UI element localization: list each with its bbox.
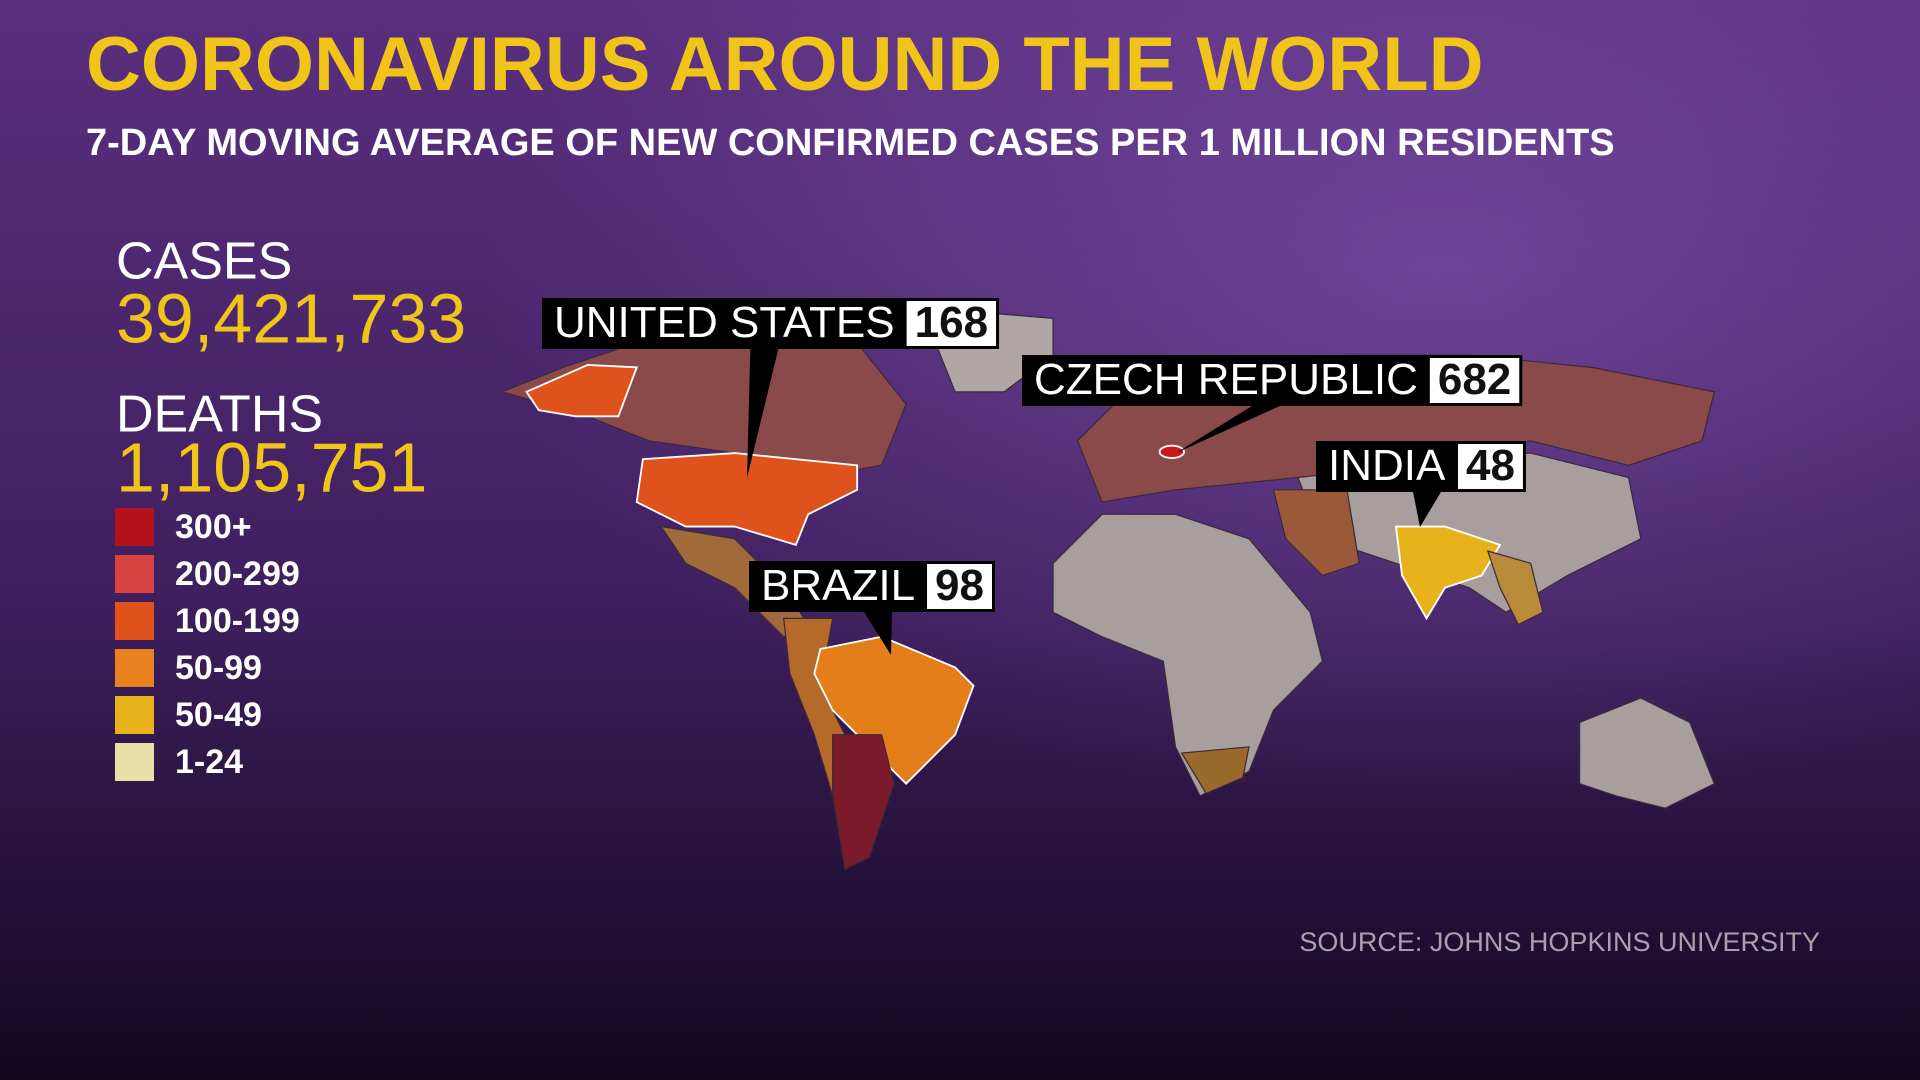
united-states — [635, 452, 859, 547]
czech-republic — [1158, 444, 1186, 459]
legend-swatch — [115, 743, 154, 781]
callout-value-box — [906, 301, 997, 346]
callout: CZECH REPUBLIC 682 — [1022, 355, 1523, 453]
argentina — [832, 734, 895, 871]
callout-pointer — [1413, 492, 1441, 527]
callout-value-box — [927, 564, 992, 609]
cases-value: 39,421,733 — [116, 279, 466, 357]
callout-pointer — [864, 612, 893, 655]
legend-swatch — [115, 555, 154, 593]
legend-label: 100-199 — [175, 602, 300, 640]
subtitle: 7-DAY MOVING AVERAGE OF NEW CONFIRMED CA… — [86, 122, 1615, 164]
callout: INDIA 48 — [1316, 441, 1526, 527]
legend: 300+ 200-299 100-199 50-99 50-49 1-24 — [115, 508, 300, 781]
callout-pointer — [1176, 406, 1280, 453]
india — [1394, 525, 1502, 621]
callout-value-box — [1429, 358, 1520, 403]
legend-swatch — [115, 696, 154, 734]
southeast-asia — [1486, 550, 1544, 626]
callouts: UNITED STATES 168 CZECH REPUBLIC 682 INDIA 48… — [542, 298, 1526, 655]
deaths-value: 1,105,751 — [116, 428, 427, 506]
legend-label: 50-49 — [175, 696, 262, 734]
alaska — [525, 363, 639, 418]
callout-value: 682 — [1438, 355, 1511, 404]
australia — [1578, 697, 1716, 809]
legend-label: 1-24 — [175, 743, 243, 781]
callout: BRAZIL 98 — [749, 561, 995, 655]
world-map — [500, 311, 1716, 871]
callout: UNITED STATES 168 — [542, 298, 1000, 478]
legend-swatch — [115, 649, 154, 687]
callout-name: INDIA — [1328, 441, 1446, 490]
callout-name: CZECH REPUBLIC — [1034, 355, 1418, 404]
legend-label: 300+ — [175, 508, 252, 546]
south-africa — [1180, 746, 1250, 795]
legend-label: 200-299 — [175, 555, 300, 593]
legend-swatch — [115, 602, 154, 640]
africa — [1052, 513, 1324, 797]
cases-label: CASES — [116, 233, 292, 291]
callout-value: 168 — [915, 298, 988, 347]
legend-label: 50-99 — [175, 649, 262, 687]
callout-value: 98 — [935, 561, 984, 610]
callout-name: BRAZIL — [761, 561, 915, 610]
callout-pointer — [747, 349, 779, 478]
title: CORONAVIRUS AROUND THE WORLD — [86, 22, 1484, 107]
deaths-label: DEATHS — [116, 386, 323, 444]
brazil — [813, 635, 975, 785]
source: SOURCE: JOHNS HOPKINS UNIVERSITY — [1299, 927, 1820, 957]
callout-value-box — [1458, 444, 1523, 489]
legend-swatch — [115, 508, 154, 546]
callout-value: 48 — [1466, 441, 1515, 490]
callout-name: UNITED STATES — [554, 298, 895, 347]
